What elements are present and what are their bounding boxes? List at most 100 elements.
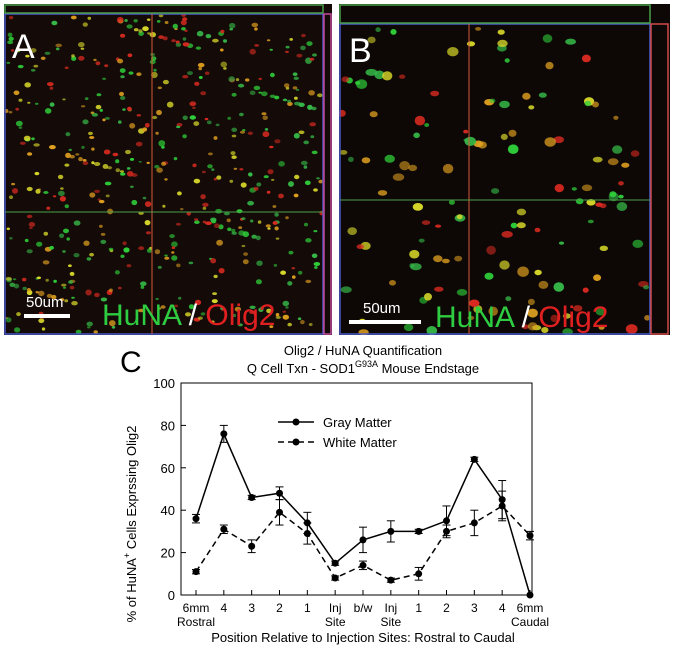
cell-nucleus — [18, 98, 23, 102]
cell-nucleus — [173, 157, 178, 161]
cell-nucleus — [120, 96, 126, 100]
cell-nucleus — [238, 323, 243, 327]
cell-nucleus — [97, 198, 101, 201]
cell-nucleus — [247, 200, 255, 206]
cell-nucleus — [273, 263, 278, 267]
cell-nucleus — [500, 133, 508, 140]
cell-nucleus — [361, 157, 371, 164]
cell-nucleus — [111, 325, 116, 329]
cell-nucleus — [182, 134, 187, 139]
cell-nucleus — [242, 259, 249, 265]
y-tick-label: 60 — [161, 461, 175, 476]
cell-nucleus — [313, 262, 321, 266]
cell-nucleus — [23, 135, 31, 141]
cell-nucleus — [200, 194, 206, 200]
cell-nucleus — [313, 188, 318, 192]
cell-nucleus — [82, 161, 89, 166]
cell-nucleus — [18, 126, 23, 129]
cell-nucleus — [409, 263, 415, 268]
cell-nucleus — [12, 278, 17, 281]
cell-nucleus — [102, 77, 106, 81]
cell-nucleus — [307, 104, 313, 110]
cell-nucleus — [521, 324, 529, 330]
cell-nucleus — [158, 307, 162, 310]
cell-nucleus — [241, 217, 246, 221]
cell-nucleus — [93, 162, 101, 166]
cell-nucleus — [274, 226, 279, 231]
cell-nucleus — [87, 16, 92, 20]
cell-nucleus — [200, 312, 206, 316]
cell-nucleus — [144, 220, 151, 226]
cell-nucleus — [308, 323, 313, 326]
cell-nucleus — [145, 231, 151, 235]
cell-nucleus — [308, 90, 315, 96]
cell-nucleus — [71, 301, 78, 306]
cell-nucleus — [93, 330, 98, 334]
cell-nucleus — [292, 72, 298, 76]
cell-nucleus — [507, 144, 519, 154]
panel-b-scale-bar — [349, 320, 421, 324]
panel-b-stain-olig2: Olig2 — [538, 301, 609, 334]
cell-nucleus — [45, 108, 52, 114]
cell-nucleus — [618, 194, 624, 199]
cell-nucleus — [212, 292, 218, 295]
cell-nucleus — [238, 83, 245, 88]
cell-nucleus — [287, 99, 292, 103]
cell-nucleus — [297, 317, 302, 321]
x-tick-label: b/w — [354, 601, 373, 615]
cell-nucleus — [211, 168, 215, 172]
cell-nucleus — [215, 208, 223, 214]
cell-nucleus — [25, 54, 30, 58]
cell-nucleus — [592, 101, 599, 108]
cell-nucleus — [294, 174, 300, 180]
cell-nucleus — [47, 82, 54, 87]
cell-nucleus — [43, 231, 49, 236]
cell-nucleus — [155, 131, 159, 135]
cell-nucleus — [154, 164, 160, 169]
cell-nucleus — [413, 132, 420, 139]
cell-nucleus — [73, 220, 81, 226]
cell-nucleus — [15, 47, 21, 52]
cell-nucleus — [82, 22, 88, 27]
cell-nucleus — [75, 153, 80, 156]
cell-nucleus — [89, 252, 94, 257]
cell-nucleus — [516, 222, 526, 229]
chart-subtitle: Q Cell Txn - SOD1G93A Mouse Endstage — [247, 359, 479, 376]
cell-nucleus — [175, 40, 180, 44]
cell-nucleus — [587, 219, 594, 224]
cell-nucleus — [38, 318, 45, 324]
cell-nucleus — [198, 76, 203, 79]
cell-nucleus — [118, 120, 122, 124]
cell-nucleus — [64, 66, 69, 70]
cell-nucleus — [292, 275, 296, 279]
cell-nucleus — [5, 276, 12, 281]
cell-nucleus — [223, 39, 227, 43]
cell-nucleus — [309, 122, 317, 127]
cell-nucleus — [99, 224, 103, 228]
cell-nucleus — [298, 270, 303, 275]
cell-nucleus — [198, 316, 203, 320]
cell-nucleus — [68, 264, 72, 268]
cell-nucleus — [545, 61, 554, 70]
cell-nucleus — [240, 182, 247, 188]
cell-nucleus — [193, 178, 201, 184]
x-tick-label: Site — [325, 615, 346, 629]
cell-nucleus — [484, 272, 494, 280]
cell-nucleus — [162, 79, 169, 85]
cell-nucleus — [592, 156, 603, 163]
cell-nucleus — [17, 64, 24, 69]
cell-nucleus — [24, 82, 32, 88]
legend-label: White Matter — [323, 435, 397, 450]
cell-nucleus — [55, 43, 62, 48]
x-tick-label: 2 — [443, 601, 450, 615]
cell-nucleus — [153, 68, 157, 72]
cell-nucleus — [618, 181, 624, 186]
cell-nucleus — [182, 37, 187, 41]
cell-nucleus — [200, 91, 207, 96]
cell-nucleus — [65, 152, 71, 159]
cell-nucleus — [269, 94, 276, 99]
cell-nucleus — [144, 201, 152, 208]
cell-nucleus — [158, 14, 164, 18]
cell-nucleus — [269, 145, 274, 149]
cell-nucleus — [30, 48, 37, 53]
